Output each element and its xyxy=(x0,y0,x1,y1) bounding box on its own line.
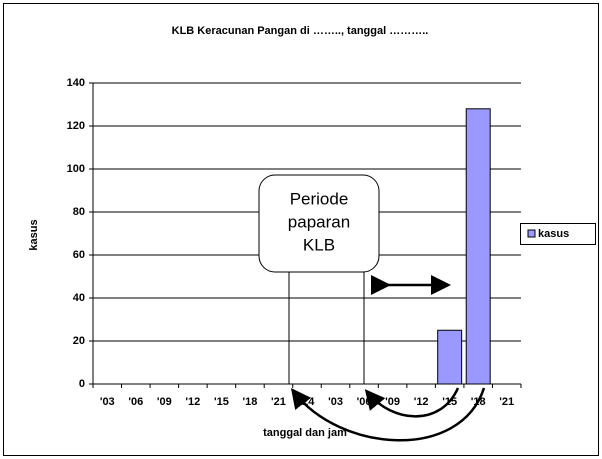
x-tick-label: '21 xyxy=(271,396,286,408)
y-axis-label: kasus xyxy=(28,219,40,250)
annotation-text: paparan xyxy=(288,212,350,231)
x-tick-label: '03 xyxy=(100,396,115,408)
legend-swatch xyxy=(527,229,536,238)
x-tick-label: '12 xyxy=(185,396,200,408)
legend-label: kasus xyxy=(538,228,569,240)
x-tick-label: '06 xyxy=(357,396,372,408)
curved-arrow xyxy=(290,387,486,442)
chart-title: KLB Keracunan Pangan di …….., tanggal ……… xyxy=(172,25,429,37)
bar xyxy=(437,329,463,385)
curved-arrow xyxy=(364,387,460,418)
annotation: Periode paparan KLB xyxy=(258,174,486,442)
x-tick-label: '09 xyxy=(385,396,400,408)
x-tick-label: '21 xyxy=(499,396,514,408)
x-tick-label: '12 xyxy=(414,396,429,408)
y-tick-label: 40 xyxy=(73,292,85,304)
annotation-text: Periode xyxy=(290,189,349,208)
y-tick-label: 100 xyxy=(67,163,85,175)
x-tick-label: '03 xyxy=(328,396,343,408)
y-tick-label: 80 xyxy=(73,206,85,218)
x-axis-label: tanggal dan jam xyxy=(263,427,347,439)
annotation-box xyxy=(258,174,380,273)
bar xyxy=(465,108,491,385)
annotation-text: KLB xyxy=(303,235,335,254)
y-tick-label: 60 xyxy=(73,249,85,261)
x-tick-label: '15 xyxy=(214,396,229,408)
y-tick-label: 20 xyxy=(73,335,85,347)
legend-box xyxy=(520,223,596,245)
y-tick-label: 120 xyxy=(67,120,85,132)
x-tick-label: '06 xyxy=(128,396,143,408)
y-tick-label: 0 xyxy=(79,378,85,390)
x-tick-label: '09 xyxy=(157,396,172,408)
y-tick-label: 140 xyxy=(67,77,85,89)
x-tick-label: '18 xyxy=(243,396,258,408)
